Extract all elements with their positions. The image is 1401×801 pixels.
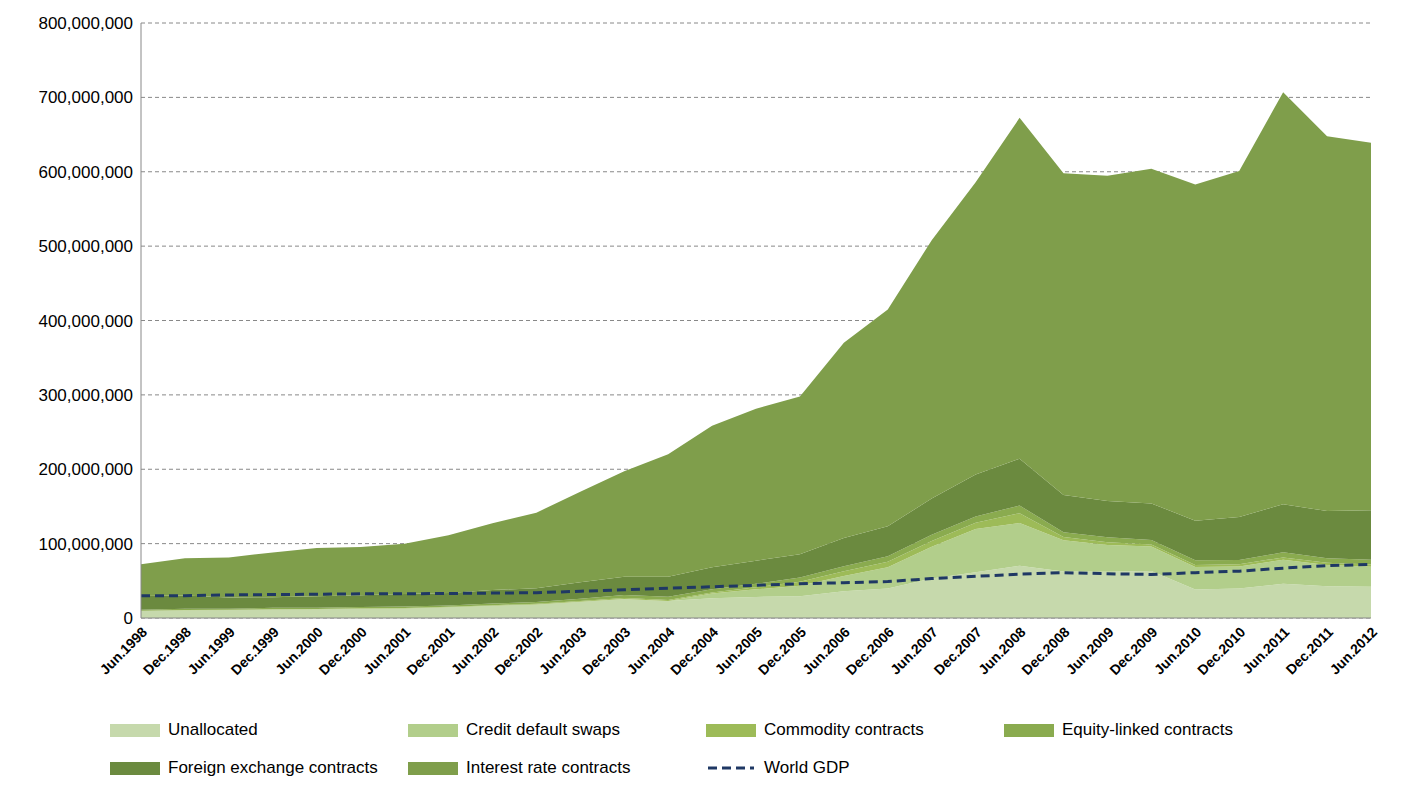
svg-text:Jun.2004: Jun.2004 xyxy=(623,623,678,678)
svg-text:700,000,000: 700,000,000 xyxy=(38,88,133,107)
svg-text:Dec.1999: Dec.1999 xyxy=(228,624,282,678)
svg-text:400,000,000: 400,000,000 xyxy=(38,312,133,331)
html-text:World GDP: World GDP xyxy=(764,758,850,777)
svg-text:Dec.2001: Dec.2001 xyxy=(403,624,457,678)
svg-text:Jun.1999: Jun.1999 xyxy=(184,623,238,678)
svg-text:100,000,000: 100,000,000 xyxy=(38,535,133,554)
svg-text:Dec.2003: Dec.2003 xyxy=(579,624,633,678)
svg-text:Jun.2012: Jun.2012 xyxy=(1326,624,1380,678)
svg-text:Jun.1998: Jun.1998 xyxy=(96,623,151,678)
svg-text:Jun.2001: Jun.2001 xyxy=(360,623,414,678)
svg-text:Dec.2000: Dec.2000 xyxy=(316,624,370,678)
svg-text:300,000,000: 300,000,000 xyxy=(38,386,133,405)
svg-text:Dec.2010: Dec.2010 xyxy=(1194,624,1248,678)
svg-text:Jun.2008: Jun.2008 xyxy=(975,623,1029,678)
html-text:Foreign exchange contracts: Foreign exchange contracts xyxy=(168,758,378,777)
svg-text:Jun.2005: Jun.2005 xyxy=(711,623,766,678)
svg-text:Jun.2010: Jun.2010 xyxy=(1150,623,1205,678)
svg-text:Dec.1998: Dec.1998 xyxy=(140,624,194,678)
svg-text:Jun.2009: Jun.2009 xyxy=(1062,623,1117,678)
html-text:Commodity contracts: Commodity contracts xyxy=(764,720,924,739)
svg-text:Dec.2011: Dec.2011 xyxy=(1283,624,1337,678)
svg-text:Jun.2007: Jun.2007 xyxy=(887,623,941,678)
svg-text:Dec.2007: Dec.2007 xyxy=(931,624,985,678)
svg-text:Dec.2005: Dec.2005 xyxy=(755,624,809,678)
svg-text:Jun.2011: Jun.2011 xyxy=(1239,623,1293,677)
svg-text:Jun.2006: Jun.2006 xyxy=(799,623,853,678)
svg-text:200,000,000: 200,000,000 xyxy=(38,460,133,479)
svg-text:Jun.2000: Jun.2000 xyxy=(272,623,326,678)
svg-text:Jun.2002: Jun.2002 xyxy=(447,623,502,678)
html-text:Unallocated: Unallocated xyxy=(168,720,258,739)
svg-text:Dec.2006: Dec.2006 xyxy=(843,624,897,678)
svg-text:Dec.2009: Dec.2009 xyxy=(1106,624,1160,678)
svg-text:Dec.2004: Dec.2004 xyxy=(667,624,721,678)
svg-text:600,000,000: 600,000,000 xyxy=(38,163,133,182)
html-text:Interest rate contracts: Interest rate contracts xyxy=(466,758,631,777)
html-text:Credit default swaps: Credit default swaps xyxy=(466,720,620,739)
svg-text:500,000,000: 500,000,000 xyxy=(38,237,133,256)
svg-text:800,000,000: 800,000,000 xyxy=(38,14,133,33)
svg-text:Jun.2003: Jun.2003 xyxy=(535,623,590,678)
html-text:Equity-linked contracts: Equity-linked contracts xyxy=(1062,720,1233,739)
svg-text:Dec.2002: Dec.2002 xyxy=(491,624,545,678)
svg-text:0: 0 xyxy=(124,609,133,628)
svg-text:Dec.2008: Dec.2008 xyxy=(1018,624,1072,678)
